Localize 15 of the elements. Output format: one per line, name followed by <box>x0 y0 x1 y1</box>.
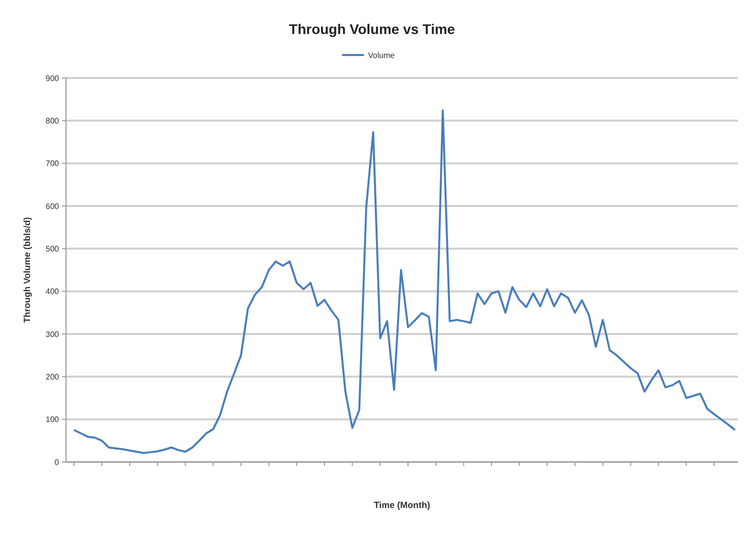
y-tick-label: 100 <box>46 415 60 424</box>
y-tick-label: 600 <box>46 202 60 211</box>
chart-title: Through Volume vs Time <box>289 21 456 37</box>
line-series <box>73 109 736 454</box>
y-tick-label: 900 <box>46 74 60 83</box>
y-axis-title: Through Volume (bbls/d) <box>22 217 32 323</box>
y-tick-label: 300 <box>46 330 60 339</box>
y-tick-label: 700 <box>46 159 60 168</box>
legend-label: Volume <box>368 50 396 60</box>
y-tick-label: 500 <box>46 244 60 254</box>
y-tick-label: 800 <box>46 116 60 126</box>
x-axis-title: Time (Month) <box>374 500 430 510</box>
y-tick-label: 400 <box>46 287 60 296</box>
y-tick-label: 0 <box>54 458 60 467</box>
y-tick-label: 200 <box>46 372 60 382</box>
